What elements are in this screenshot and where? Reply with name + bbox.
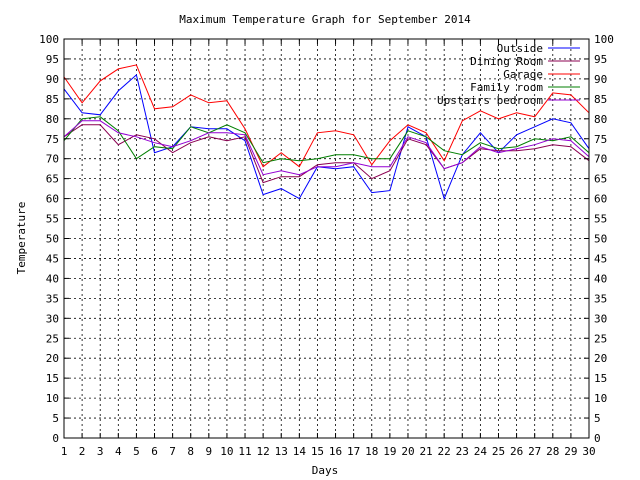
y-tick-label-right: 100 bbox=[594, 33, 614, 46]
y-tick-label-left: 75 bbox=[46, 133, 59, 146]
x-tick-label: 7 bbox=[169, 445, 176, 458]
x-tick-label: 18 bbox=[365, 445, 378, 458]
x-tick-label: 23 bbox=[456, 445, 469, 458]
y-tick-label-right: 85 bbox=[594, 93, 607, 106]
y-tick-label-left: 40 bbox=[46, 272, 59, 285]
series-line-upstairs-bedroom bbox=[63, 120, 590, 176]
x-tick-label: 26 bbox=[510, 445, 523, 458]
y-tick-label-right: 5 bbox=[594, 412, 601, 425]
series-line-outside bbox=[63, 73, 590, 201]
chart-title: Maximum Temperature Graph for September … bbox=[179, 13, 471, 26]
x-tick-label: 13 bbox=[275, 445, 288, 458]
y-tick-label-right: 75 bbox=[594, 133, 607, 146]
x-axis-label: Days bbox=[312, 464, 339, 477]
y-tick-label-left: 60 bbox=[46, 193, 59, 206]
y-tick-label-right: 25 bbox=[594, 332, 607, 345]
y-tick-label-right: 30 bbox=[594, 312, 607, 325]
y-tick-label-left: 90 bbox=[46, 73, 59, 86]
x-tick-label: 15 bbox=[311, 445, 324, 458]
y-tick-label-right: 45 bbox=[594, 252, 607, 265]
y-tick-label-left: 15 bbox=[46, 372, 59, 385]
x-tick-label: 2 bbox=[79, 445, 86, 458]
y-tick-label-left: 5 bbox=[52, 412, 59, 425]
y-tick-label-right: 65 bbox=[594, 173, 607, 186]
y-tick-label-left: 35 bbox=[46, 292, 59, 305]
y-tick-label-right: 70 bbox=[594, 153, 607, 166]
series-line-garage bbox=[63, 64, 590, 168]
legend-label: Outside bbox=[497, 42, 543, 55]
series-line-dining-room bbox=[63, 124, 590, 184]
y-tick-label-right: 60 bbox=[594, 193, 607, 206]
x-tick-label: 12 bbox=[257, 445, 270, 458]
y-axis-label: Temperature bbox=[15, 202, 28, 275]
x-tick-label: 22 bbox=[438, 445, 451, 458]
y-tick-label-right: 20 bbox=[594, 352, 607, 365]
y-tick-label-right: 50 bbox=[594, 233, 607, 246]
x-tick-label: 9 bbox=[206, 445, 213, 458]
series-lines bbox=[63, 64, 590, 201]
y-tick-label-right: 15 bbox=[594, 372, 607, 385]
y-tick-label-left: 25 bbox=[46, 332, 59, 345]
y-tick-label-right: 90 bbox=[594, 73, 607, 86]
y-tick-label-right: 0 bbox=[594, 432, 601, 445]
y-tick-label-right: 40 bbox=[594, 272, 607, 285]
legend-label: Garage bbox=[503, 68, 543, 81]
x-tick-label: 25 bbox=[492, 445, 505, 458]
x-tick-label: 17 bbox=[347, 445, 360, 458]
x-tick-label: 1 bbox=[61, 445, 68, 458]
x-tick-label: 16 bbox=[329, 445, 342, 458]
legend-label: Upstairs bedroom bbox=[437, 94, 543, 107]
y-tick-label-left: 85 bbox=[46, 93, 59, 106]
grid bbox=[64, 39, 589, 438]
plot-frame bbox=[63, 38, 590, 439]
y-tick-label-left: 65 bbox=[46, 173, 59, 186]
x-tick-label: 10 bbox=[220, 445, 233, 458]
y-tick-label-left: 55 bbox=[46, 213, 59, 226]
x-tick-label: 5 bbox=[133, 445, 140, 458]
x-tick-label: 8 bbox=[187, 445, 194, 458]
x-tick-label: 30 bbox=[582, 445, 595, 458]
series-line-family-room bbox=[63, 116, 590, 164]
x-tick-label: 28 bbox=[546, 445, 559, 458]
y-tick-label-left: 70 bbox=[46, 153, 59, 166]
y-tick-label-left: 100 bbox=[39, 33, 59, 46]
y-tick-label-left: 80 bbox=[46, 113, 59, 126]
x-tick-label: 4 bbox=[115, 445, 122, 458]
y-tick-label-left: 10 bbox=[46, 392, 59, 405]
x-tick-label: 14 bbox=[293, 445, 307, 458]
y-tick-label-right: 80 bbox=[594, 113, 607, 126]
y-tick-label-left: 50 bbox=[46, 233, 59, 246]
y-tick-label-left: 30 bbox=[46, 312, 59, 325]
legend-label: Dining Room bbox=[470, 55, 543, 68]
y-tick-label-right: 35 bbox=[594, 292, 607, 305]
legend-label: Family room bbox=[470, 81, 543, 94]
x-tick-label: 6 bbox=[151, 445, 158, 458]
y-tick-label-left: 0 bbox=[52, 432, 59, 445]
y-tick-label-right: 10 bbox=[594, 392, 607, 405]
x-tick-label: 24 bbox=[474, 445, 488, 458]
x-tick-label: 21 bbox=[419, 445, 432, 458]
x-tick-label: 19 bbox=[383, 445, 396, 458]
x-tick-label: 29 bbox=[564, 445, 577, 458]
y-tick-label-right: 95 bbox=[594, 53, 607, 66]
x-tick-label: 20 bbox=[401, 445, 414, 458]
x-tick-label: 3 bbox=[97, 445, 104, 458]
y-tick-label-left: 20 bbox=[46, 352, 59, 365]
y-tick-label-left: 95 bbox=[46, 53, 59, 66]
y-tick-label-right: 55 bbox=[594, 213, 607, 226]
x-tick-label: 11 bbox=[238, 445, 251, 458]
x-tick-label: 27 bbox=[528, 445, 541, 458]
y-tick-label-left: 45 bbox=[46, 252, 59, 265]
